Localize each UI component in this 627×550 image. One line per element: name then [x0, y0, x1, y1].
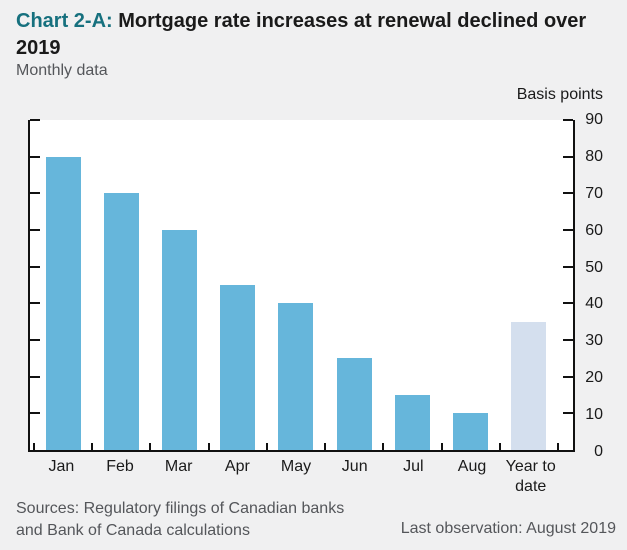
y-tick	[30, 228, 40, 231]
x-category-label: Apr	[224, 458, 250, 475]
chart-title-text: Mortgage rate increases at renewal decli…	[16, 10, 587, 59]
bar-cell	[325, 120, 383, 450]
y-tick	[563, 338, 573, 341]
y-tick	[30, 192, 40, 195]
y-tick	[563, 155, 573, 158]
y-tick	[30, 412, 40, 415]
y-tick-label: 10	[585, 406, 603, 424]
y-tick	[30, 302, 40, 305]
y-tick-label: 60	[585, 221, 603, 239]
chart-number-label: Chart 2-A:	[16, 10, 113, 32]
bars-container	[34, 120, 558, 450]
bar-year-to-date	[511, 321, 547, 450]
bar-jan	[45, 156, 81, 450]
y-tick-label: 50	[585, 258, 603, 276]
bar-cell	[383, 120, 441, 450]
chart-title: Chart 2-A: Mortgage rate increases at re…	[16, 8, 591, 62]
bar-cell	[209, 120, 267, 450]
y-tick	[563, 412, 573, 415]
y-tick-label: 90	[585, 111, 603, 128]
y-tick	[563, 119, 573, 121]
bar-aug	[453, 413, 489, 450]
y-tick	[563, 192, 573, 195]
x-category-label: Year to date	[505, 458, 556, 495]
y-tick-label: 0	[594, 443, 603, 460]
y-tick	[563, 302, 573, 305]
y-tick	[563, 265, 573, 268]
sources-note: Sources: Regulatory filings of Canadian …	[16, 498, 344, 542]
sources-line-1: Sources: Regulatory filings of Canadian …	[16, 500, 345, 517]
bar-may	[278, 303, 314, 450]
x-axis-category-labels: Jan Feb Mar Apr May Jun Jul Aug Year to date	[28, 457, 575, 497]
y-tick-label: 80	[585, 147, 603, 165]
y-axis-title: Basis points	[516, 86, 603, 103]
x-category-label: Feb	[106, 458, 134, 475]
chart-subtitle: Monthly data	[16, 62, 108, 79]
y-tick	[30, 338, 40, 341]
x-category-label: Mar	[164, 458, 193, 475]
y-tick-label: 20	[585, 369, 603, 387]
bar-jun	[336, 358, 372, 450]
x-category-label: Jan	[48, 458, 75, 475]
y-tick	[30, 155, 40, 158]
y-tick	[30, 119, 40, 121]
bar-jul	[394, 395, 430, 450]
bar-cell	[267, 120, 325, 450]
y-tick	[563, 375, 573, 378]
x-category-label: Jun	[341, 458, 368, 475]
y-tick	[30, 375, 40, 378]
x-category-label: May	[280, 458, 312, 475]
y-tick-label: 40	[585, 295, 603, 313]
bar-cell	[92, 120, 150, 450]
bar-cell	[34, 120, 92, 450]
bar-mar	[162, 230, 198, 450]
y-axis-tick-labels: 0 10 20 30 40 50 60 70 80 90	[577, 111, 603, 460]
bar-cell	[442, 120, 500, 450]
bar-apr	[220, 285, 256, 450]
last-observation-note: Last observation: August 2019	[400, 520, 616, 537]
y-tick	[30, 265, 40, 268]
bar-cell	[150, 120, 208, 450]
y-tick-label: 30	[585, 332, 603, 350]
plot-area	[28, 119, 575, 452]
sources-line-2: and Bank of Canada calculations	[16, 522, 250, 539]
y-tick	[563, 228, 573, 231]
y-tick-label: 70	[585, 184, 603, 202]
x-category-label: Jul	[403, 458, 424, 475]
bar-feb	[103, 193, 139, 450]
x-category-label: Aug	[457, 458, 487, 475]
bar-cell	[500, 120, 558, 450]
